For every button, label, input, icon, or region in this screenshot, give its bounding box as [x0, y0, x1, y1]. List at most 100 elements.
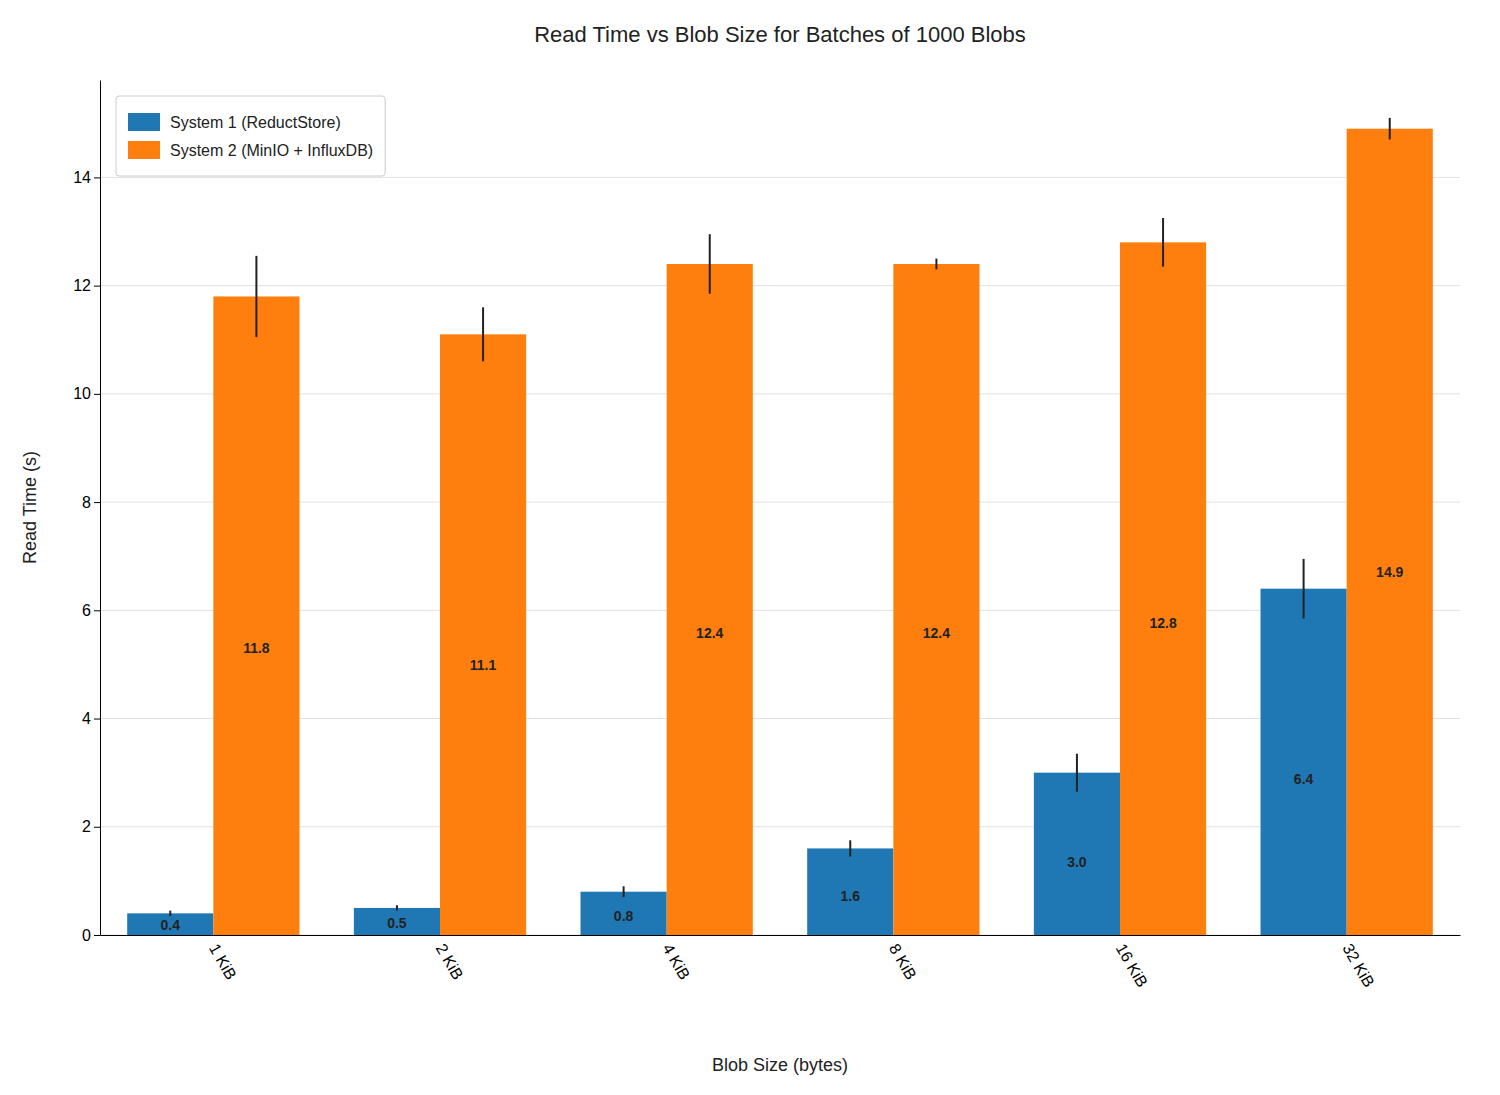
data-label: 11.8 — [243, 640, 270, 656]
bar — [581, 892, 667, 935]
series — [213, 118, 1432, 935]
tick: 14 — [73, 169, 100, 186]
tick: 8 KiB — [886, 941, 920, 983]
grid-line — [100, 718, 1460, 719]
axis-line — [100, 81, 101, 936]
error-bar — [709, 234, 711, 294]
tick-mark — [94, 177, 100, 178]
data-labels: 0.4 0.5 0.8 1.6 3.0 6.4 11.8 11.1 12.4 12.4 12.8 14… — [161, 564, 1404, 933]
bar — [1120, 242, 1206, 935]
tick-mark — [94, 827, 100, 828]
chart: 0.4 0.5 0.8 1.6 3.0 6.4 11.8 11.1 12.4 12.4 12.8 14… — [0, 0, 1500, 1095]
tick: 16 KiB — [1113, 941, 1151, 990]
tick: 1 KiB — [206, 941, 240, 983]
tick-label: 4 — [82, 710, 91, 727]
bar — [1261, 589, 1347, 935]
bar — [213, 296, 299, 935]
legend-label: System 2 (MinIO + InfluxDB) — [170, 142, 373, 159]
tick-mark — [94, 394, 100, 395]
plot: 0.4 0.5 0.8 1.6 3.0 6.4 11.8 11.1 12.4 12.4 12.8 14… — [73, 81, 1460, 991]
error-bar — [396, 905, 398, 910]
tick-mark — [94, 719, 100, 720]
legend-label: System 1 (ReductStore) — [170, 114, 341, 131]
y-axis: 0 2 4 6 8 10 12 14 — [73, 81, 100, 944]
grid-line — [100, 285, 1460, 286]
tick-mark — [94, 610, 100, 611]
tick: 2 — [82, 818, 100, 835]
marks — [127, 118, 1433, 935]
tick-label: 1 KiB — [206, 941, 240, 983]
error-bar — [849, 840, 851, 856]
bar — [127, 913, 213, 935]
grid-line — [100, 502, 1460, 503]
data-label: 0.5 — [387, 915, 407, 931]
grid-line — [100, 177, 1460, 178]
tick-label: 12 — [73, 277, 91, 294]
error-bar — [1076, 754, 1078, 792]
error-bar — [935, 259, 937, 270]
error-bar — [1162, 218, 1164, 267]
tick: 4 — [82, 710, 100, 727]
tick: 4 KiB — [659, 941, 693, 983]
data-label: 3.0 — [1067, 854, 1087, 870]
data-label: 14.9 — [1376, 564, 1403, 580]
grid-line — [100, 393, 1460, 394]
error-bar — [1389, 118, 1391, 140]
error-bar — [255, 256, 257, 337]
bar — [354, 908, 440, 935]
grid-line — [100, 935, 1460, 936]
tick: 8 — [82, 494, 100, 511]
data-label: 0.8 — [614, 908, 634, 924]
legend-swatch — [128, 113, 160, 131]
title: Read Time vs Blob Size for Batches of 10… — [534, 22, 1026, 47]
data-label: 11.1 — [470, 657, 497, 673]
tick-label: 2 KiB — [433, 941, 467, 983]
tick-label: 16 KiB — [1113, 941, 1151, 990]
data-label: 6.4 — [1294, 771, 1314, 787]
error-bar — [1303, 559, 1305, 619]
bar — [1034, 773, 1120, 935]
legend-item: System 2 (MinIO + InfluxDB) — [128, 141, 373, 159]
tick-label: 32 KiB — [1339, 941, 1377, 990]
tick-label: 2 — [82, 818, 91, 835]
legend: System 1 (ReductStore) System 2 (MinIO + … — [116, 96, 385, 176]
bar — [440, 334, 526, 935]
tick-label: 8 KiB — [886, 941, 920, 983]
y-axis-title: Read Time (s) — [20, 451, 40, 564]
tick-label: 8 — [82, 494, 91, 511]
tick-label: 4 KiB — [659, 941, 693, 983]
tick-label: 0 — [82, 927, 91, 944]
error-bar — [482, 307, 484, 361]
grid — [100, 177, 1460, 935]
error-bar — [623, 886, 625, 897]
tick: 0 — [82, 927, 100, 944]
grid-line — [100, 826, 1460, 827]
bar — [667, 264, 753, 935]
tick: 6 — [82, 602, 100, 619]
data-label: 12.4 — [923, 625, 950, 641]
tick-label: 14 — [73, 169, 91, 186]
bar — [893, 264, 979, 935]
tick-mark — [94, 286, 100, 287]
error-bar — [169, 911, 171, 916]
tick-mark — [94, 935, 100, 936]
legend-item: System 1 (ReductStore) — [128, 113, 341, 131]
bar — [807, 848, 893, 935]
tick-mark — [94, 502, 100, 503]
legend-frame — [116, 96, 385, 176]
data-label: 1.6 — [841, 888, 861, 904]
x-axis-title: Blob Size (bytes) — [712, 1055, 848, 1075]
axis-line — [101, 935, 1461, 936]
data-label: 12.8 — [1149, 615, 1176, 631]
bar — [1347, 129, 1433, 935]
tick: 10 — [73, 385, 100, 402]
data-label: 12.4 — [696, 625, 723, 641]
tick: 2 KiB — [433, 941, 467, 983]
tick: 32 KiB — [1339, 941, 1377, 990]
x-axis: 1 KiB 2 KiB 4 KiB 8 KiB 16 KiB 32 KiB — [101, 936, 1461, 991]
data-label: 0.4 — [161, 917, 181, 933]
tick-label: 6 — [82, 602, 91, 619]
grid-line — [100, 610, 1460, 611]
legend-swatch — [128, 141, 160, 159]
tick-label: 10 — [73, 385, 91, 402]
